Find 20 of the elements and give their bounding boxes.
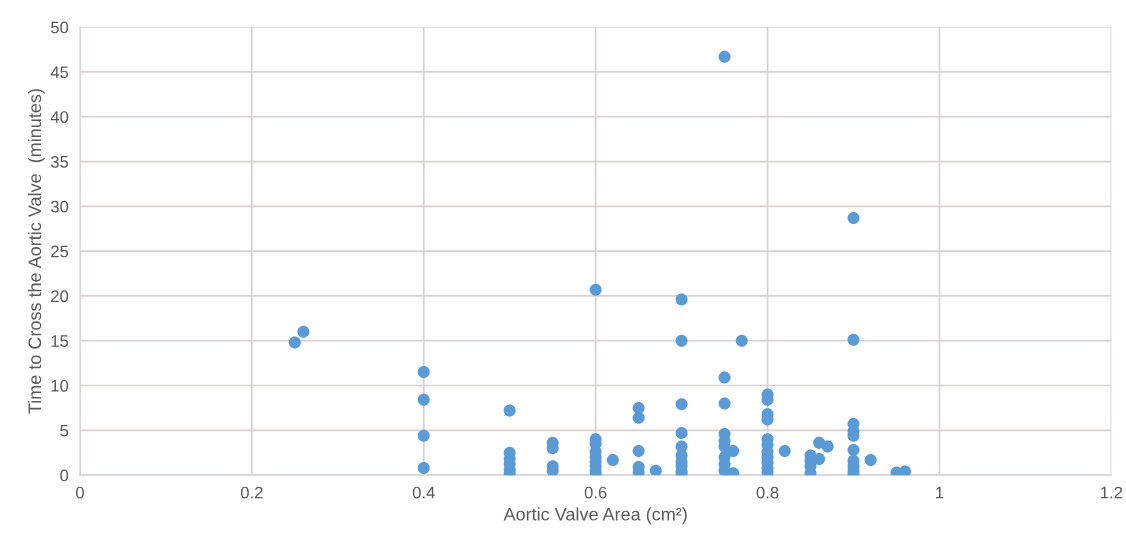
y-tick-label: 35: [50, 155, 69, 168]
y-tick-label: 25: [51, 245, 69, 258]
y-tick-label: 45: [50, 66, 69, 79]
y-tick-label: 50: [50, 21, 69, 34]
x-tick-label: 1.2: [1101, 486, 1123, 499]
y-axis-title: Time to Cross the Aortic Valve (minutes): [27, 89, 45, 414]
x-tick-label: 0.4: [412, 486, 435, 499]
x-tick-label: 1: [936, 486, 944, 499]
y-tick-label: 15: [51, 335, 69, 347]
x-tick-label: 0: [75, 486, 84, 499]
y-tick-label: 10: [51, 379, 69, 392]
y-tick-label: 5: [60, 424, 69, 437]
y-tick-label: 0: [60, 469, 69, 482]
y-tick-label: 40: [50, 111, 69, 123]
x-tick-label: 0.2: [240, 486, 263, 499]
x-tick-label: 0.8: [756, 486, 779, 499]
y-tick-label: 20: [51, 290, 69, 303]
x-tick-label: 0.6: [584, 486, 607, 499]
y-tick-label: 30: [50, 200, 69, 213]
x-axis-title: Aortic Valve Area (cm²): [503, 507, 687, 525]
